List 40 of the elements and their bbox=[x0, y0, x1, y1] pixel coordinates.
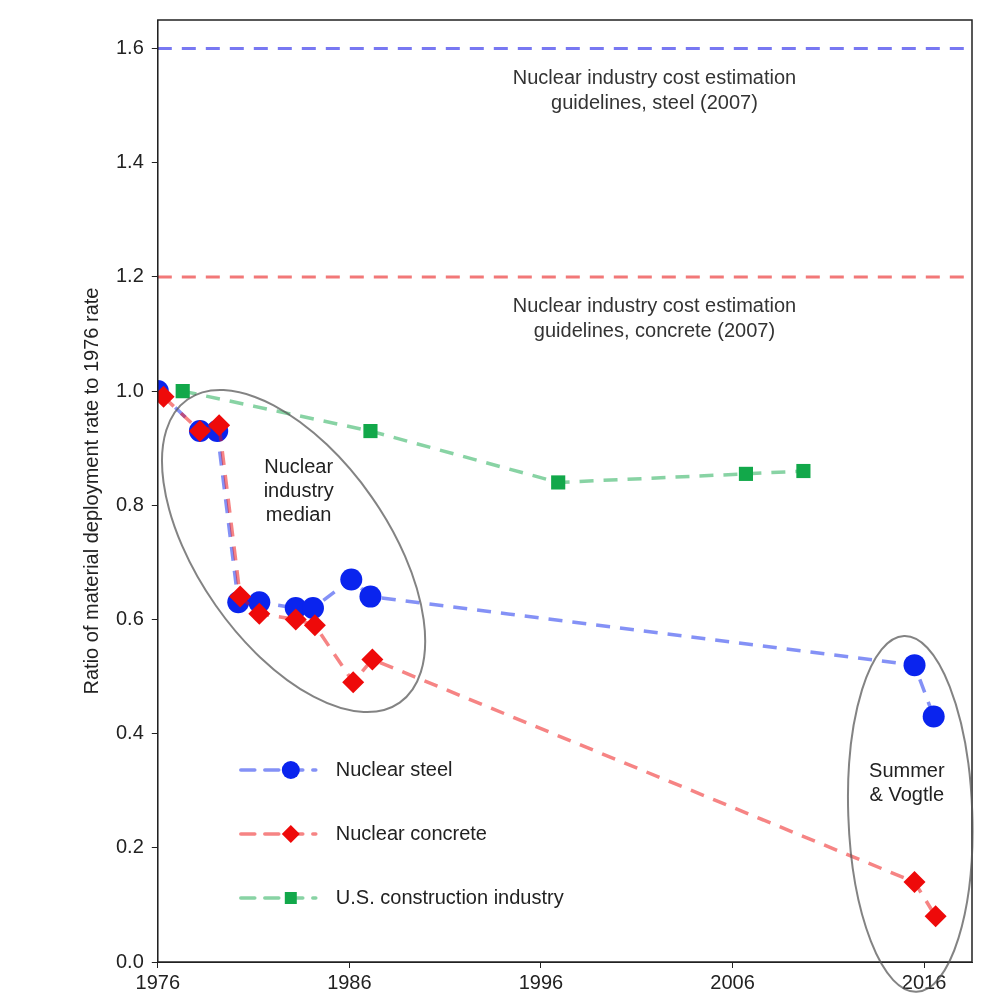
point bbox=[903, 654, 926, 677]
point bbox=[922, 705, 945, 728]
y-tick-label: 0.6 bbox=[115, 606, 144, 629]
annotation: Nuclear industry median bbox=[263, 454, 334, 525]
point bbox=[342, 671, 365, 694]
legend-label: U.S. construction industry bbox=[335, 885, 564, 908]
legend-label: Nuclear steel bbox=[335, 757, 453, 780]
point bbox=[796, 463, 811, 479]
point bbox=[175, 384, 190, 399]
point bbox=[303, 614, 326, 637]
y-tick-label: 1.2 bbox=[115, 264, 144, 287]
point bbox=[301, 597, 324, 620]
x-tick-label: 2006 bbox=[710, 970, 755, 993]
point bbox=[551, 475, 566, 490]
x-tick-label: 1986 bbox=[327, 970, 372, 993]
ref-line-label: Nuclear industry cost estimation guidelines, steel (2007) bbox=[512, 66, 797, 114]
y-tick-label: 0.8 bbox=[115, 492, 144, 515]
point bbox=[924, 905, 947, 928]
point bbox=[363, 423, 378, 439]
point bbox=[284, 608, 307, 631]
annotation: Summer & Vogtle bbox=[869, 758, 945, 805]
y-tick-label: 1.6 bbox=[115, 36, 144, 59]
legend-label: Nuclear concrete bbox=[335, 821, 487, 844]
point bbox=[208, 414, 231, 437]
y-tick-label: 1.4 bbox=[115, 150, 144, 173]
point bbox=[359, 585, 382, 608]
y-tick-label: 0.2 bbox=[115, 835, 144, 858]
y-axis-title: Ratio of material deployment rate to 1976 rate bbox=[79, 287, 102, 695]
point bbox=[903, 871, 926, 894]
point bbox=[229, 585, 252, 608]
y-tick-label: 0.4 bbox=[115, 721, 144, 744]
x-tick-label: 1976 bbox=[135, 970, 181, 993]
y-tick-label: 1.0 bbox=[115, 378, 144, 401]
point bbox=[340, 568, 363, 591]
point bbox=[738, 466, 754, 481]
x-tick-label: 1996 bbox=[518, 970, 564, 993]
y-tick-label: 0.0 bbox=[115, 949, 144, 972]
point bbox=[361, 648, 384, 671]
ref-line-label: Nuclear industry cost estimation guidelines, concrete (2007) bbox=[512, 294, 797, 342]
point bbox=[248, 602, 271, 625]
